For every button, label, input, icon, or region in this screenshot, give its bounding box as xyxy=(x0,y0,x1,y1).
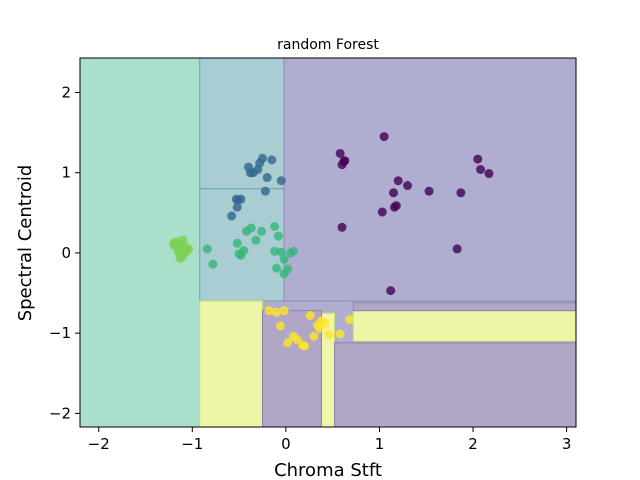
data-point-class-2 xyxy=(273,231,283,241)
data-point-class-2 xyxy=(279,269,289,279)
data-point-class-4 xyxy=(315,323,325,333)
decision-region-purple xyxy=(283,57,577,302)
data-point-class-1 xyxy=(248,168,258,178)
data-point-class-2 xyxy=(279,254,289,264)
x-tick-label: 2 xyxy=(468,435,478,453)
data-point-class-4 xyxy=(324,330,334,340)
x-tick-label: −2 xyxy=(88,435,110,453)
data-point-class-1 xyxy=(232,202,242,212)
data-point-class-1 xyxy=(262,173,272,183)
data-point-class-4 xyxy=(283,338,293,348)
data-point-class-2 xyxy=(257,226,267,236)
data-point-class-0 xyxy=(337,222,347,232)
data-point-class-2 xyxy=(270,246,280,256)
data-point-class-0 xyxy=(379,132,389,142)
data-point-class-0 xyxy=(340,156,350,166)
x-tick-label: 1 xyxy=(375,435,385,453)
data-point-class-1 xyxy=(267,155,277,165)
data-point-class-2 xyxy=(251,235,261,245)
y-tick-label: −2 xyxy=(49,404,71,422)
data-point-class-0 xyxy=(377,207,387,217)
x-axis-label: Chroma Stft xyxy=(274,460,382,480)
x-tick-label: 0 xyxy=(281,435,291,453)
data-point-class-2 xyxy=(236,250,246,260)
data-point-class-3 xyxy=(184,244,194,254)
data-point-class-1 xyxy=(276,176,286,186)
data-point-class-4 xyxy=(272,307,282,317)
decision-region-dark xyxy=(261,310,322,428)
y-tick-label: 0 xyxy=(61,244,71,262)
data-point-class-4 xyxy=(264,306,274,316)
data-point-class-0 xyxy=(389,188,399,198)
data-point-class-2 xyxy=(246,223,256,233)
data-point-class-2 xyxy=(272,263,282,273)
chart-title: random Forest xyxy=(277,37,379,53)
data-point-class-4 xyxy=(279,306,289,316)
data-point-class-0 xyxy=(476,165,486,175)
y-tick-label: −1 xyxy=(49,324,71,342)
plot-area xyxy=(79,57,577,428)
data-point-class-0 xyxy=(403,181,413,191)
data-point-class-4 xyxy=(309,331,319,341)
data-point-class-2 xyxy=(232,238,242,248)
data-point-class-2 xyxy=(288,246,298,256)
data-point-class-3 xyxy=(178,251,188,261)
data-point-class-1 xyxy=(257,153,267,163)
decision-region-yellow xyxy=(352,310,577,342)
data-point-class-1 xyxy=(236,194,246,204)
x-tick-label: 3 xyxy=(562,435,572,453)
data-point-class-1 xyxy=(227,211,237,221)
data-point-class-0 xyxy=(456,188,466,198)
data-point-class-4 xyxy=(345,315,355,325)
data-point-class-1 xyxy=(260,186,270,196)
data-point-class-0 xyxy=(452,244,462,254)
data-point-class-0 xyxy=(473,154,483,164)
data-point-class-2 xyxy=(270,221,280,231)
data-point-class-0 xyxy=(389,202,399,212)
data-point-class-0 xyxy=(335,148,345,158)
x-axis: −2 −1 0 1 2 3 xyxy=(88,427,572,453)
data-point-class-4 xyxy=(300,341,310,351)
data-point-class-4 xyxy=(335,329,345,339)
y-tick-label: 2 xyxy=(61,83,71,101)
data-point-class-2 xyxy=(202,244,212,254)
decision-region-dark xyxy=(352,302,577,312)
plot-frame xyxy=(79,57,577,428)
y-tick-label: 1 xyxy=(61,164,71,182)
x-tick-label: −1 xyxy=(181,435,203,453)
data-point-class-4 xyxy=(292,335,302,345)
data-point-class-0 xyxy=(393,176,403,186)
data-point-class-0 xyxy=(424,186,434,196)
data-point-class-4 xyxy=(305,310,315,320)
decision-region-yellow xyxy=(199,300,263,428)
data-point-class-2 xyxy=(276,247,286,257)
data-point-class-4 xyxy=(275,321,285,331)
y-axis: −2 −1 0 1 2 xyxy=(49,83,80,422)
data-point-class-3 xyxy=(170,241,180,251)
decision-region-dark xyxy=(334,342,577,428)
data-point-class-0 xyxy=(386,286,396,296)
y-axis-label: Spectral Centroid xyxy=(15,165,36,322)
decision-region-teal xyxy=(199,57,285,190)
data-point-class-2 xyxy=(208,259,218,269)
data-point-class-0 xyxy=(484,169,494,179)
